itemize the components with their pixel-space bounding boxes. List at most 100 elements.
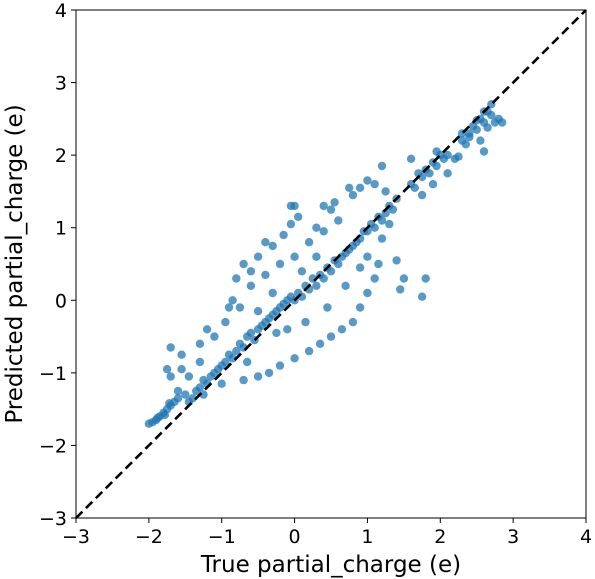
y-tick-label: 3 — [55, 73, 67, 95]
scatter-point — [202, 325, 212, 334]
x-tick-label: −1 — [208, 526, 236, 548]
scatter-point — [166, 343, 175, 352]
scatter-point — [385, 219, 394, 229]
scatter-point — [432, 147, 441, 156]
y-tick-label: 4 — [55, 0, 67, 22]
scatter-point — [224, 303, 234, 312]
scatter-point — [374, 259, 383, 269]
scatter-point — [363, 288, 372, 298]
scatter-point — [153, 413, 162, 423]
x-tick-label: 4 — [580, 526, 592, 548]
plot-area-frame — [75, 9, 587, 519]
scatter-point — [235, 303, 245, 312]
scatter-point — [166, 372, 175, 381]
scatter-point — [370, 223, 379, 232]
scatter-point — [301, 317, 310, 327]
scatter-point — [253, 307, 263, 316]
scatter-point — [334, 259, 343, 269]
scatter-point — [283, 325, 292, 334]
x-tick-label: −2 — [135, 526, 163, 548]
scatter-point — [498, 118, 507, 127]
scatter-point — [239, 259, 248, 269]
scatter-point — [417, 172, 427, 182]
scatter-point — [294, 212, 303, 221]
scatter-point — [246, 328, 256, 338]
scatter-point — [312, 281, 321, 290]
scatter-point — [297, 267, 307, 276]
scatter-point — [421, 274, 430, 283]
scatter-point — [377, 234, 387, 243]
scatter-point — [381, 187, 390, 196]
scatter-point — [479, 147, 489, 156]
scatter-point — [177, 365, 186, 374]
x-tick-label: 1 — [361, 526, 373, 548]
scatter-point — [253, 372, 263, 381]
scatter-point — [315, 339, 325, 348]
scatter-point — [319, 274, 328, 283]
scatter-point — [228, 354, 237, 363]
y-tick-label: 2 — [55, 145, 67, 167]
scatter-point — [261, 238, 270, 247]
scatter-point — [377, 161, 387, 171]
points-layer — [144, 100, 507, 428]
scatter-point — [173, 386, 183, 396]
scatter-point — [341, 281, 350, 290]
scatter-point — [286, 219, 296, 229]
scatter-point — [290, 252, 299, 261]
scatter-point — [377, 216, 387, 225]
scatter-point — [239, 375, 248, 385]
scatter-point — [326, 267, 336, 276]
scatter-point — [355, 263, 365, 272]
scatter-point — [326, 205, 336, 214]
scatter-point — [392, 256, 401, 265]
scatter-point — [221, 317, 230, 327]
scatter-point — [210, 332, 219, 341]
scatter-point — [388, 205, 398, 214]
scatter-point — [443, 169, 452, 178]
scatter-point — [304, 238, 314, 247]
scatter-point — [272, 328, 281, 338]
scatter-point — [192, 386, 201, 396]
y-tick-label: −3 — [39, 508, 67, 530]
scatter-point — [428, 180, 438, 189]
scatter-point — [417, 190, 427, 200]
scatter-point — [370, 274, 379, 283]
x-tick-label: 3 — [507, 526, 519, 548]
scatter-point — [483, 123, 492, 132]
scatter-point — [465, 132, 474, 142]
scatter-point — [253, 252, 263, 261]
y-axis: −3 −2 −1 0 1 2 3 4 — [39, 0, 76, 530]
y-tick-label: 0 — [55, 290, 67, 312]
scatter-point — [177, 350, 186, 359]
scatter-point — [345, 183, 354, 192]
scatter-point — [425, 169, 434, 178]
scatter-point — [217, 379, 226, 388]
y-tick-label: −1 — [39, 363, 67, 385]
scatter-point — [304, 346, 314, 356]
scatter-point — [370, 180, 379, 189]
scatter-point — [472, 125, 481, 134]
scatter-point — [348, 317, 358, 327]
x-axis: −3 −2 −1 0 1 2 3 4 — [62, 518, 592, 548]
y-tick-label: −2 — [39, 435, 67, 457]
scatter-point — [246, 281, 256, 290]
scatter-point — [261, 270, 270, 280]
scatter-point — [290, 201, 299, 211]
scatter-point — [290, 354, 299, 363]
scatter-point — [275, 361, 285, 370]
scatter-point — [326, 332, 336, 341]
scatter-point — [363, 176, 372, 185]
scatter-point — [221, 357, 230, 367]
scatter-point — [199, 390, 208, 399]
scatter-point — [268, 241, 277, 251]
scatter-point — [355, 303, 365, 312]
scatter-point — [195, 357, 205, 367]
scatter-point — [396, 285, 405, 294]
scatter-point — [279, 230, 288, 240]
scatter-point — [268, 288, 277, 298]
scatter-point — [461, 140, 470, 149]
scatter-point — [188, 394, 197, 403]
y-tick-label: 1 — [55, 218, 67, 240]
scatter-point — [275, 259, 285, 269]
x-tick-label: −3 — [62, 526, 90, 548]
